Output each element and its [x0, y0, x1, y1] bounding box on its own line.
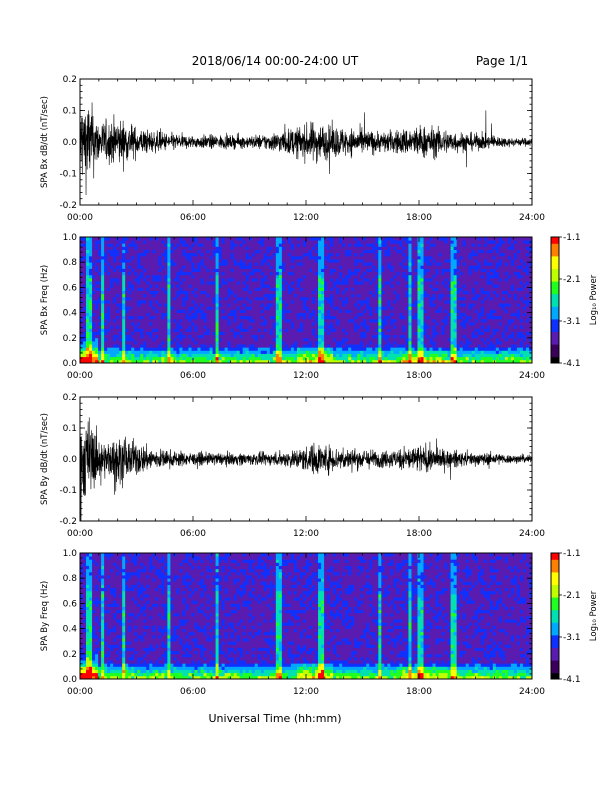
x-tick-label: 06:00 — [180, 371, 206, 381]
y-axis-label: SPA By Freq (Hz) — [40, 581, 50, 651]
x-tick-label: 18:00 — [406, 213, 432, 223]
y-tick-label: 0.0 — [63, 455, 78, 465]
x-tick-label: 06:00 — [180, 213, 206, 223]
x-tick-label: 18:00 — [406, 371, 432, 381]
colorbar-tick-label: -4.1 — [563, 675, 581, 685]
y-tick-label: 1.0 — [63, 549, 78, 559]
y-tick-label: 0.1 — [63, 107, 77, 117]
panel-2: -1.1 -2.1 -3.1 -4.1 Log₁₀ Power 00:00 06:00 12:… — [40, 233, 599, 381]
page-indicator: Page 1/1 — [476, 54, 528, 68]
colorbar-tick-label: -3.1 — [563, 633, 581, 643]
y-tick-label: 0.4 — [63, 309, 78, 319]
colorbar-tick-label: -3.1 — [563, 317, 581, 327]
waveform-series — [80, 417, 532, 521]
waveform-series — [80, 102, 532, 196]
x-tick-label: 06:00 — [180, 687, 206, 697]
x-tick-label: 00:00 — [67, 529, 93, 539]
figure-title: 2018/06/14 00:00-24:00 UT — [192, 54, 359, 68]
y-tick-label: 0.4 — [63, 625, 78, 635]
y-tick-label: 0.2 — [63, 393, 77, 403]
x-tick-label: 18:00 — [406, 687, 432, 697]
y-tick-label: 0.8 — [63, 574, 78, 584]
colorbar-tick-label: -1.1 — [563, 233, 581, 243]
y-tick-label: 0.6 — [63, 283, 78, 293]
x-tick-label: 00:00 — [67, 213, 93, 223]
x-tick-label: 24:00 — [519, 371, 545, 381]
x-tick-label: 06:00 — [180, 529, 206, 539]
x-tick-label: 12:00 — [293, 687, 319, 697]
x-tick-label: 24:00 — [519, 213, 545, 223]
y-tick-label: 0.2 — [63, 650, 77, 660]
y-tick-label: 0.0 — [63, 359, 78, 369]
x-tick-label: 12:00 — [293, 371, 319, 381]
y-axis-label: SPA By dB/dt (nT/sec) — [40, 413, 50, 505]
x-tick-label: 12:00 — [293, 213, 319, 223]
x-tick-label: 24:00 — [519, 529, 545, 539]
x-tick-label: 24:00 — [519, 687, 545, 697]
y-axis-label: SPA Bx dB/dt (nT/sec) — [40, 96, 50, 188]
y-axis-label: SPA Bx Freq (Hz) — [40, 265, 50, 335]
y-tick-label: 0.0 — [63, 138, 78, 148]
panels: 00:00 06:00 12:00 18:00 24:00 0.2 0.1 0.0 -0.1 -0… — [40, 75, 599, 697]
y-tick-label: 0.2 — [63, 334, 77, 344]
colorbar-tick-label: -2.1 — [563, 275, 581, 285]
x-tick-label: 00:00 — [67, 687, 93, 697]
colorbar: -1.1 -2.1 -3.1 -4.1 Log₁₀ Power — [550, 233, 599, 369]
x-axis-title: Universal Time (hh:mm) — [209, 712, 342, 725]
x-tick-label: 18:00 — [406, 529, 432, 539]
colorbar-label: Log₁₀ Power — [589, 590, 599, 641]
colorbar: -1.1 -2.1 -3.1 -4.1 Log₁₀ Power — [550, 549, 599, 685]
y-tick-label: 1.0 — [63, 233, 78, 243]
x-tick-label: 12:00 — [293, 529, 319, 539]
y-tick-label: 0.6 — [63, 599, 78, 609]
y-tick-label: 0.1 — [63, 424, 77, 434]
y-tick-label: 0.8 — [63, 258, 78, 268]
y-tick-label: -0.1 — [59, 170, 77, 180]
x-tick-label: 00:00 — [67, 371, 93, 381]
colorbar-label: Log₁₀ Power — [589, 274, 599, 325]
colorbar-tick-label: -4.1 — [563, 359, 581, 369]
colorbar-tick-label: -2.1 — [563, 591, 581, 601]
panel-3: 00:00 06:00 12:00 18:00 24:00 0.2 0.1 0.0 -0.1 -0… — [40, 393, 545, 539]
y-tick-label: 0.0 — [63, 675, 78, 685]
y-tick-label: 0.2 — [63, 75, 77, 85]
panel-1: 00:00 06:00 12:00 18:00 24:00 0.2 0.1 0.0 -0.1 -0… — [40, 75, 545, 223]
y-tick-label: -0.2 — [59, 517, 77, 527]
y-tick-label: -0.2 — [59, 201, 77, 211]
colorbar-tick-label: -1.1 — [563, 549, 581, 559]
y-tick-label: -0.1 — [59, 486, 77, 496]
panel-4: -1.1 -2.1 -3.1 -4.1 Log₁₀ Power 00:00 06:00 12:… — [40, 549, 599, 697]
